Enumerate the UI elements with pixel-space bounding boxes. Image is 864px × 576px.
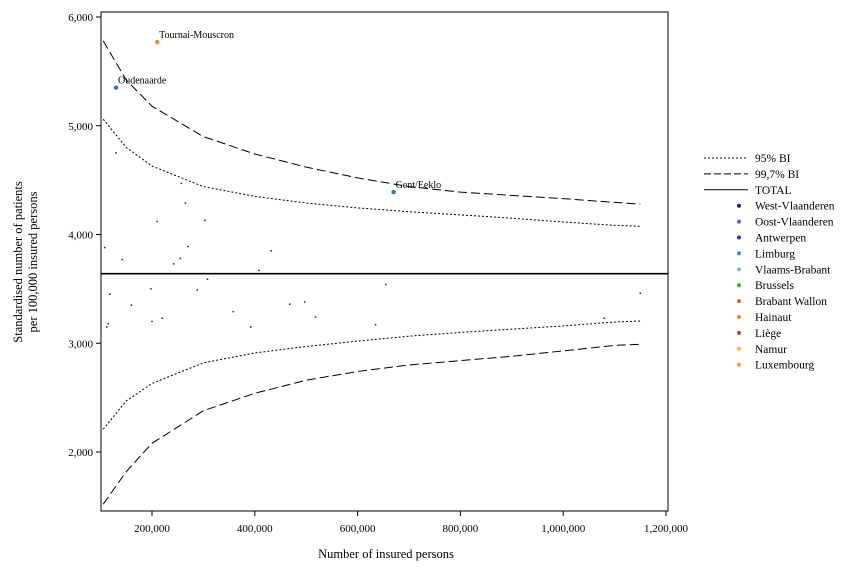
data-point [204,219,206,222]
x-tick-label: 1,000,000 [541,523,586,535]
plot-frame [100,11,669,512]
data-point [151,320,153,323]
y-tick-label: 4,000 [68,230,93,242]
y-tick-label: 5,000 [68,121,93,133]
data-point [270,249,273,252]
legend-label: West-Vlaanderen [755,201,835,213]
x-axis-title: Number of insured persons [318,547,454,561]
data-point [196,289,199,291]
data-point [187,245,189,248]
point-label: Tournai-Mouscron [159,30,234,41]
x-tick-label: 400,000 [237,523,273,535]
axes: 200,000 400,000 600,000 800,000 1,000,000 1,2… [68,12,688,535]
data-point [115,152,117,154]
ci95-lower-line [102,320,641,430]
data-point [206,278,209,280]
ci997-lower-line [102,343,641,505]
x-tick-label: 800,000 [443,523,479,535]
legend-dot-swatch [737,267,741,272]
point-label: Oudenaarde [118,76,167,87]
data-point [108,293,111,296]
legend-label: Antwerpen [755,233,806,245]
ci997-upper-line [102,40,641,205]
data-point [232,310,235,313]
data-point [172,262,175,265]
data-point [303,301,306,303]
legend-dot-swatch [737,203,741,208]
legend-label: Vlaams-Brabant [755,264,831,276]
point-label: Gent/Eeklo [396,180,442,191]
legend-dot-swatch [737,315,741,319]
legend-dot-swatch [737,235,741,240]
data-point [179,257,182,260]
legend-dot-swatch [737,283,741,288]
data-point [103,246,106,249]
ci95-upper-line [102,118,641,227]
data-point [639,292,642,295]
labeled-point [391,189,396,195]
data-point [107,322,110,325]
legend-dot-swatch [737,219,741,224]
legend-label: Brussels [755,280,795,292]
legend-dot-swatch [737,362,741,367]
legend-label: Namur [755,344,787,356]
y-tick-label: 3,000 [68,338,93,350]
legend-dot-swatch [737,346,741,351]
legend-label: 99,7% BI [755,169,799,181]
legend-label: Liège [755,328,781,340]
data-point [288,303,291,305]
y-axis-title-line2: per 100,000 insured persons [26,191,40,332]
x-tick-label: 600,000 [340,523,376,535]
legend-label: Brabant Wallon [755,296,827,308]
legend-label: Hainaut [755,312,792,324]
legend-dot-swatch [737,251,741,256]
data-point [180,182,183,185]
data-point [130,304,133,307]
y-axis-title-line1: Standardised number of patients [11,181,25,343]
legend-dot-swatch [737,330,741,335]
legend-label: 95% BI [755,153,791,165]
data-point [374,323,377,326]
data-point [161,317,164,320]
plot-area: Tournai-Mouscron Oudenaarde Gent/Eeklo [101,30,668,505]
legend-label: Oost-Vlaanderen [755,217,834,229]
labeled-point [113,85,119,90]
y-tick-label: 2,000 [68,447,93,459]
x-tick-label: 200,000 [134,523,170,535]
legend-dot-swatch [737,299,741,304]
data-point [314,316,317,319]
data-point [249,326,252,328]
legend-label: TOTAL [755,185,792,197]
data-point [105,326,108,328]
data-point [184,202,187,204]
x-tick-label: 1,200,000 [644,523,689,535]
data-point [258,269,260,272]
data-point [384,283,387,286]
legend-label: Limburg [755,248,795,260]
data-point [156,220,159,223]
data-point [150,287,152,290]
y-tick-label: 6,000 [68,12,93,24]
legend: 95% BI 99,7% BI TOTAL West-Vlaanderen Oost-V… [704,153,835,372]
legend-label: Luxembourg [755,360,814,372]
labeled-point [154,39,160,45]
data-point [121,258,124,261]
data-point [603,317,606,320]
